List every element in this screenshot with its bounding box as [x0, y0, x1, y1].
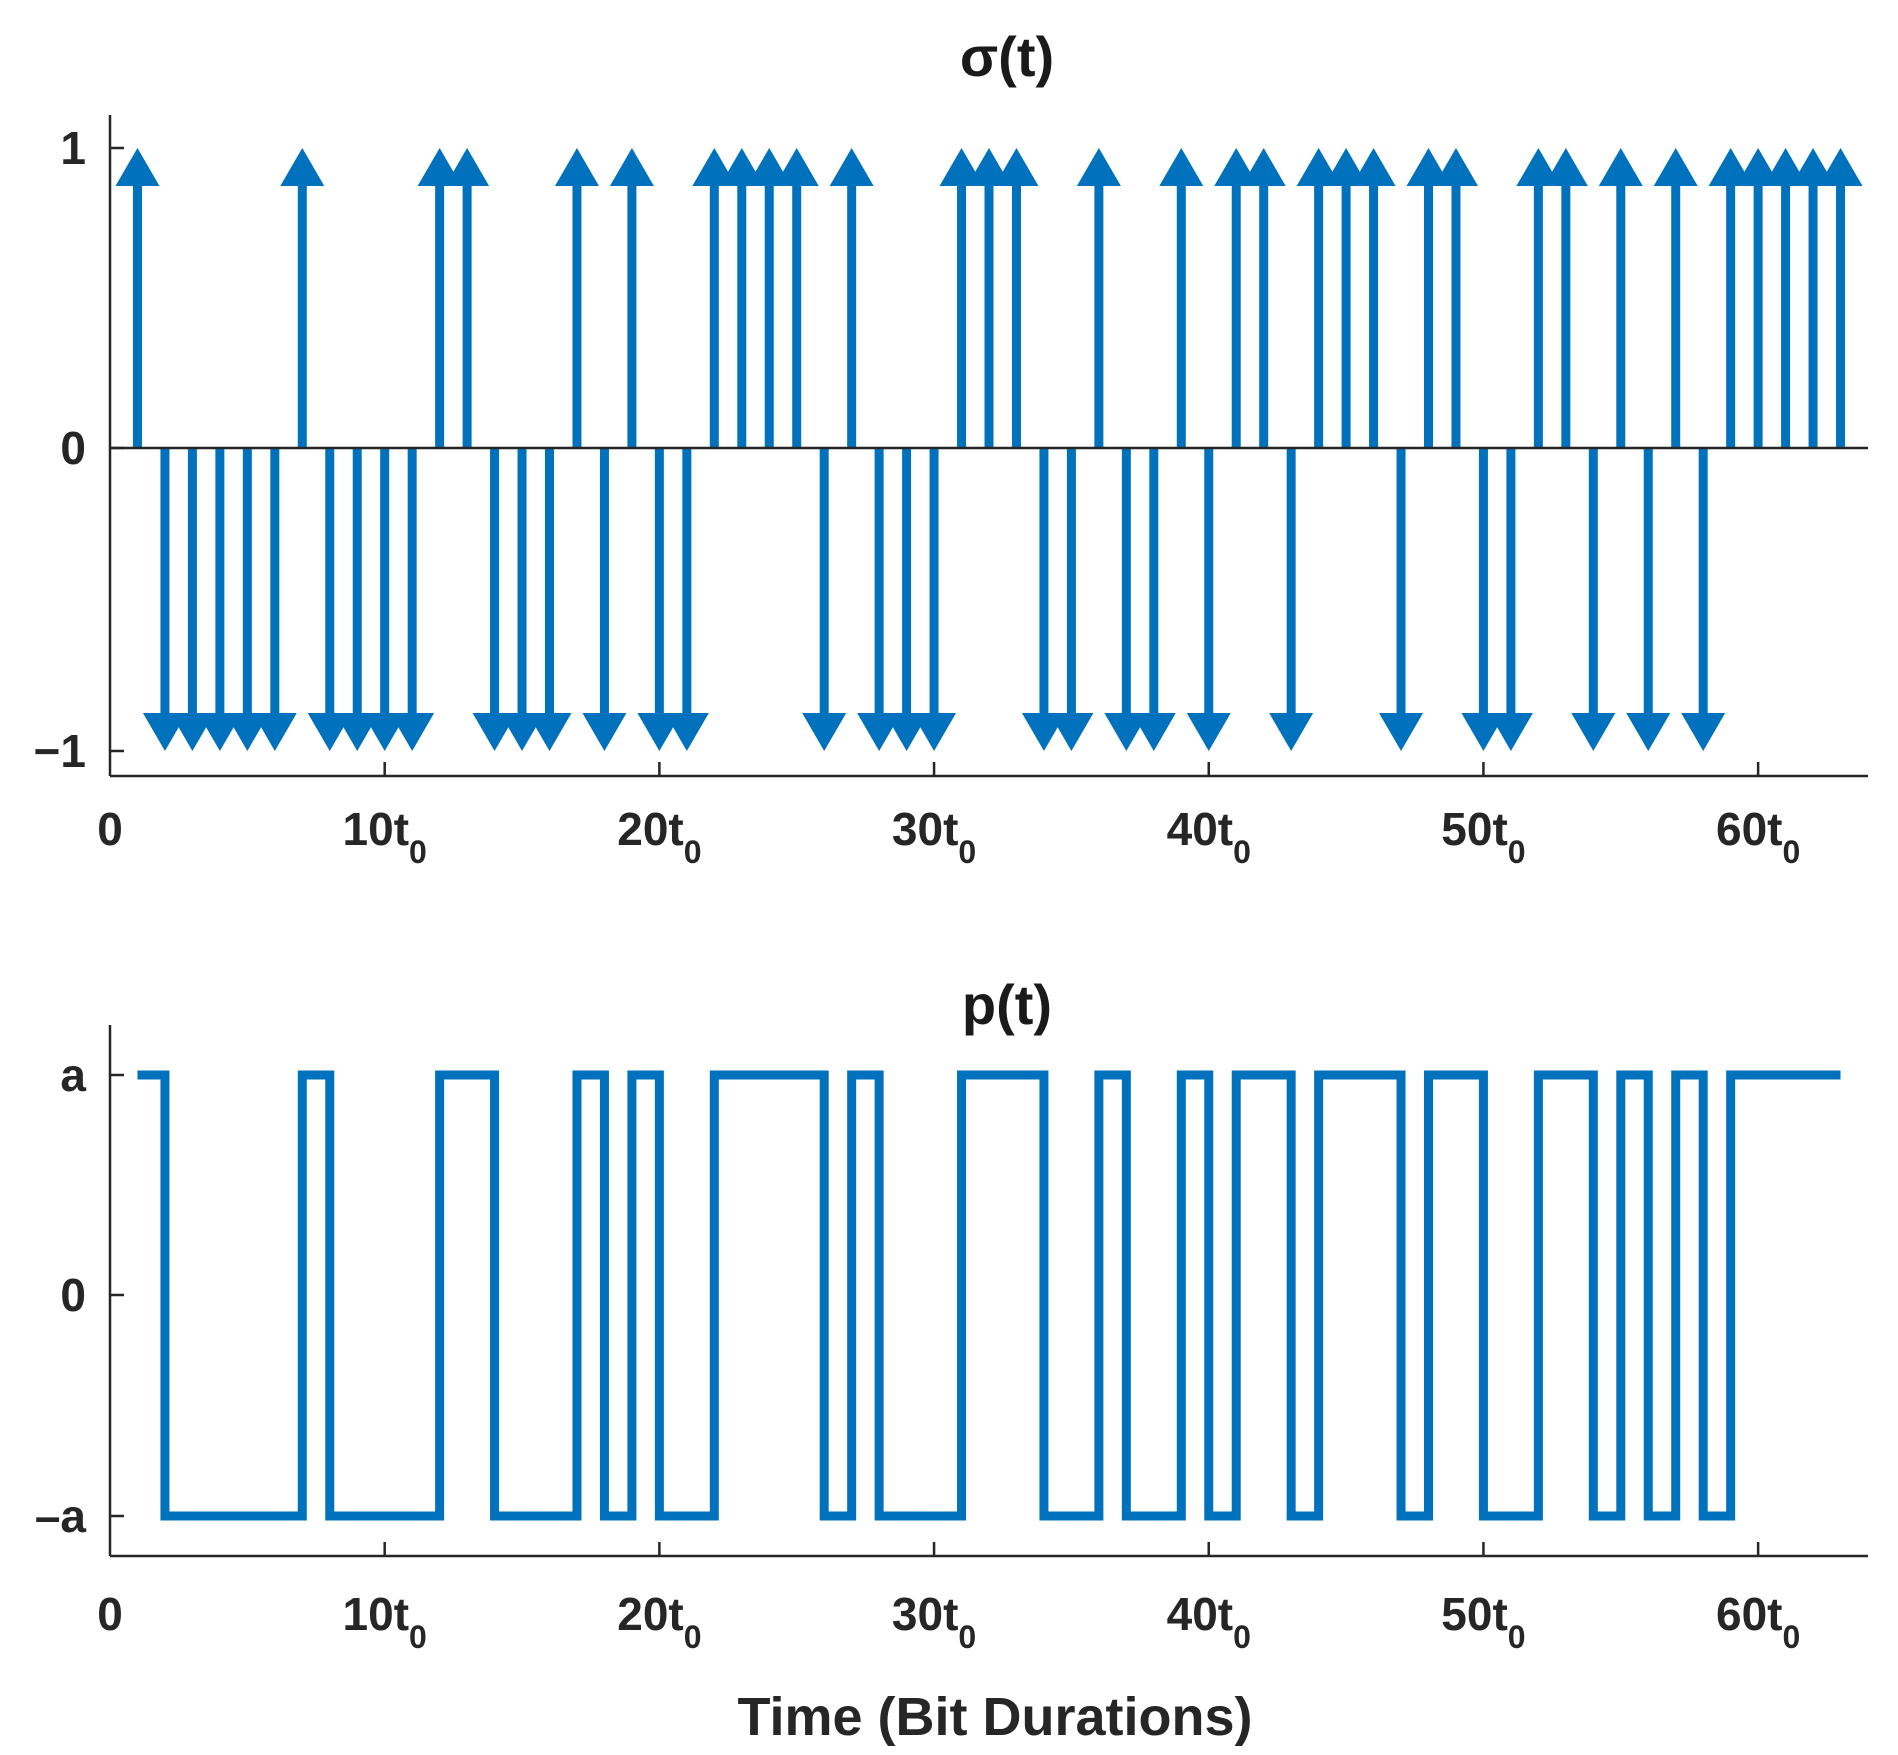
sigma-arrow-down — [1186, 713, 1231, 751]
p-step-plot: p(t) a0–a0 10t0 20t0 30t0 40t0 50t0 60t0 — [35, 973, 1868, 1655]
sigma-arrow-down — [802, 713, 847, 751]
sigma-stem-plot: σ(t) 10−10 10t0 20t0 30t0 40t0 50t0 60t0 — [34, 25, 1868, 870]
p-x-tick-main: 40t — [1167, 1588, 1233, 1640]
sigma-x-tick-label: 50t0 — [1441, 803, 1525, 870]
sigma-arrow-down — [1571, 713, 1616, 751]
sigma-arrow-down — [1049, 713, 1094, 751]
sigma-arrow-up — [1351, 148, 1396, 186]
p-x-tick-label: 40t0 — [1167, 1588, 1251, 1655]
sigma-arrow-down — [1131, 713, 1176, 751]
sigma-plot-title: σ(t) — [960, 25, 1054, 88]
sigma-x-tick-main: 20t — [617, 803, 683, 855]
p-axis-ticks: a0–a0 10t0 20t0 30t0 40t0 50t0 60t0 — [35, 1049, 1800, 1655]
p-x-tick-main: 60t — [1716, 1588, 1782, 1640]
sigma-x-tick-label: 40t0 — [1167, 803, 1251, 870]
sigma-arrow-up — [115, 148, 160, 186]
p-plot-title: p(t) — [962, 973, 1052, 1036]
p-y-tick-label: 0 — [60, 1269, 86, 1321]
p-x-tick-label: 50t0 — [1441, 1588, 1525, 1655]
sigma-arrow-up — [1598, 148, 1643, 186]
p-x-tick-label: 20t0 — [617, 1588, 701, 1655]
p-x-tick-main: 10t — [343, 1588, 409, 1640]
p-x-tick-subscript: 0 — [958, 1619, 976, 1655]
sigma-arrow-up — [829, 148, 874, 186]
sigma-x-tick-label: 20t0 — [617, 803, 701, 870]
sigma-stems — [115, 148, 1863, 751]
sigma-arrow-up — [774, 148, 819, 186]
p-x-tick-subscript: 0 — [409, 1619, 427, 1655]
sigma-x-tick-subscript: 0 — [684, 834, 702, 870]
p-x-tick-main: 30t — [892, 1588, 958, 1640]
sigma-arrow-up — [609, 148, 654, 186]
sigma-arrow-down — [1488, 713, 1533, 751]
sigma-x-tick-label: 60t0 — [1716, 803, 1800, 870]
sigma-x-tick-label: 10t0 — [343, 803, 427, 870]
sigma-arrow-down — [664, 713, 709, 751]
p-x-tick-main: 0 — [97, 1588, 123, 1640]
sigma-x-tick-subscript: 0 — [1508, 834, 1526, 870]
p-step-line — [137, 1070, 1841, 1521]
p-y-tick-label: a — [60, 1049, 86, 1101]
p-y-tick-label: –a — [35, 1490, 87, 1542]
sigma-x-tick-subscript: 0 — [958, 834, 976, 870]
sigma-arrow-up — [1818, 148, 1863, 186]
sigma-arrow-down — [390, 713, 435, 751]
sigma-arrow-down — [582, 713, 627, 751]
sigma-y-tick-label: 1 — [60, 122, 86, 174]
sigma-arrow-up — [1241, 148, 1286, 186]
sigma-x-tick-subscript: 0 — [1233, 834, 1251, 870]
sigma-arrow-down — [1626, 713, 1671, 751]
sigma-arrow-up — [994, 148, 1039, 186]
p-x-tick-label: 30t0 — [892, 1588, 976, 1655]
p-x-tick-subscript: 0 — [1233, 1619, 1251, 1655]
sigma-x-tick-main: 0 — [97, 803, 123, 855]
p-x-tick-label: 10t0 — [343, 1588, 427, 1655]
sigma-x-tick-main: 50t — [1441, 803, 1507, 855]
sigma-x-tick-subscript: 0 — [1782, 834, 1800, 870]
p-x-tick-subscript: 0 — [1508, 1619, 1526, 1655]
p-x-tick-subscript: 0 — [684, 1619, 702, 1655]
sigma-arrow-up — [1653, 148, 1698, 186]
sigma-arrow-up — [1433, 148, 1478, 186]
sigma-arrow-down — [1379, 713, 1424, 751]
sigma-arrow-up — [1159, 148, 1204, 186]
sigma-x-tick-main: 30t — [892, 803, 958, 855]
sigma-x-tick-label: 30t0 — [892, 803, 976, 870]
sigma-arrow-down — [252, 713, 297, 751]
sigma-x-tick-label: 0 — [97, 803, 123, 855]
sigma-x-tick-main: 40t — [1167, 803, 1233, 855]
sigma-arrow-up — [1543, 148, 1588, 186]
sigma-y-tick-label: 0 — [60, 422, 86, 474]
sigma-arrow-down — [1681, 713, 1726, 751]
x-axis-label: Time (Bit Durations) — [737, 1687, 1252, 1747]
sigma-arrow-up — [280, 148, 325, 186]
p-x-tick-label: 60t0 — [1716, 1588, 1800, 1655]
sigma-axis-ticks: 10−10 10t0 20t0 30t0 40t0 50t0 60t0 — [34, 122, 1801, 870]
sigma-arrow-up — [1076, 148, 1121, 186]
sigma-arrow-down — [912, 713, 957, 751]
p-x-tick-main: 20t — [617, 1588, 683, 1640]
sigma-arrow-down — [1269, 713, 1314, 751]
sigma-x-tick-subscript: 0 — [409, 834, 427, 870]
p-x-tick-label: 0 — [97, 1588, 123, 1640]
sigma-x-tick-main: 60t — [1716, 803, 1782, 855]
sigma-y-tick-label: −1 — [34, 725, 86, 777]
p-x-tick-main: 50t — [1441, 1588, 1507, 1640]
sigma-arrow-up — [554, 148, 599, 186]
p-waveform — [137, 1070, 1841, 1521]
sigma-arrow-down — [527, 713, 572, 751]
sigma-x-tick-main: 10t — [343, 803, 409, 855]
p-x-tick-subscript: 0 — [1782, 1619, 1800, 1655]
sigma-arrow-up — [445, 148, 490, 186]
